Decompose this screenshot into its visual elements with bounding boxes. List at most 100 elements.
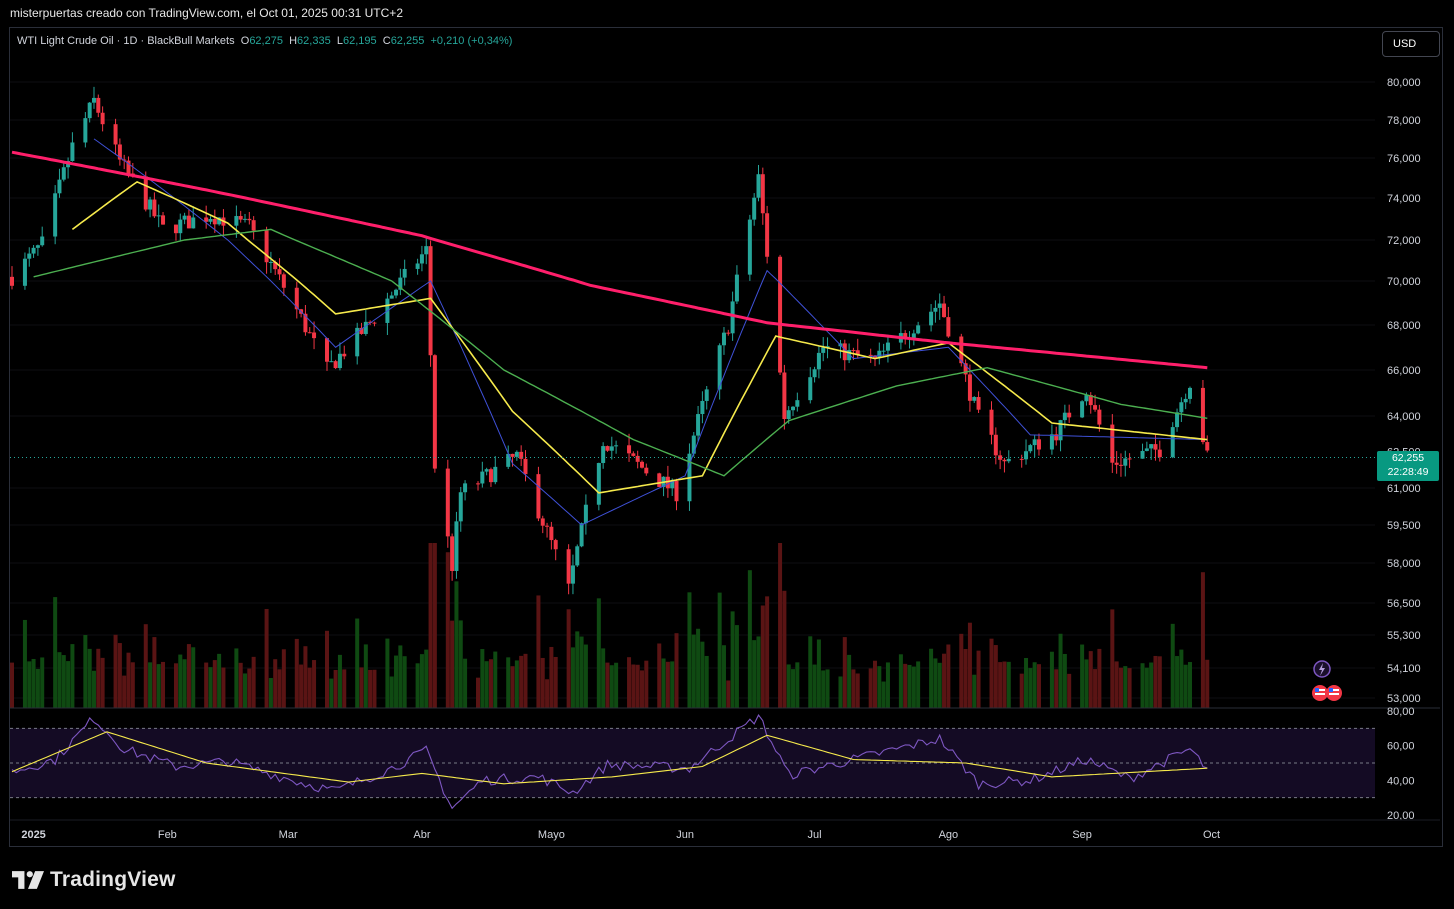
volume-bar	[454, 581, 459, 708]
volume-bar	[855, 673, 860, 708]
candle-body	[993, 434, 998, 456]
candle-body	[519, 451, 524, 459]
volume-bar	[506, 657, 511, 708]
volume-bar	[907, 664, 912, 708]
volume-bar	[342, 669, 347, 708]
currency-button[interactable]: USD	[1382, 31, 1440, 57]
volume-bar	[993, 645, 998, 708]
candle-body	[601, 446, 606, 464]
candle-body	[670, 480, 675, 489]
candle-body	[1036, 439, 1041, 450]
volume-bar	[277, 669, 282, 708]
volume-bar	[130, 662, 135, 708]
candle-body	[268, 261, 273, 263]
candle-body	[605, 446, 610, 451]
candle-body	[963, 363, 968, 375]
candle-body	[959, 336, 964, 364]
time-tick-label: Jul	[808, 829, 822, 841]
volume-bar	[963, 649, 968, 708]
candle-body	[674, 480, 679, 502]
candle-body	[156, 215, 161, 217]
volume-bar	[1084, 659, 1089, 708]
volume-bar	[752, 640, 757, 708]
volume-bar	[1118, 667, 1123, 708]
time-tick-label: 2025	[21, 829, 45, 841]
moving-average-green	[33, 228, 1208, 477]
tradingview-logo[interactable]: TradingView	[12, 866, 176, 894]
candle-body	[337, 353, 342, 369]
candle-body	[208, 218, 213, 222]
candle-body	[747, 219, 752, 275]
candle-body	[40, 236, 45, 246]
volume-bar	[143, 624, 148, 708]
candle-body	[281, 274, 286, 288]
candle-body	[1080, 401, 1085, 418]
volume-bar	[156, 664, 161, 708]
candle-body	[812, 369, 817, 378]
volume-bar	[1144, 667, 1149, 708]
candle-body	[247, 218, 252, 221]
volume-bar	[721, 645, 726, 708]
candle-body	[234, 216, 239, 226]
volume-bar	[394, 655, 399, 708]
candle-body	[1019, 458, 1024, 460]
candle-body	[450, 536, 455, 572]
candle-body	[691, 435, 696, 454]
moving-average-magenta	[11, 150, 1208, 370]
volume-bar	[1058, 633, 1063, 708]
last-price-badge: 62,255 22:28:49	[1377, 451, 1439, 481]
volume-bar	[337, 654, 342, 708]
high-label: H	[289, 35, 298, 47]
volume-bar	[402, 656, 407, 708]
volume-bar	[570, 647, 575, 708]
candle-body	[454, 521, 459, 572]
volume-bar	[1024, 658, 1029, 708]
volume-bar	[22, 619, 27, 708]
price-tick-label: 80,000	[1387, 77, 1421, 89]
volume-bar	[1019, 673, 1024, 708]
volume-bar	[117, 643, 122, 708]
volume-bar	[929, 648, 934, 708]
candle-body	[363, 321, 368, 334]
candle-body	[855, 350, 860, 355]
volume-bar	[152, 637, 157, 708]
volume-bar	[480, 649, 485, 708]
volume-bar	[795, 662, 800, 708]
volume-bar	[31, 658, 36, 708]
candle-body	[398, 277, 403, 290]
volume-bar	[1067, 673, 1072, 708]
volume-bar	[1187, 662, 1192, 708]
candle-body	[1093, 405, 1098, 410]
volume-bar	[1123, 666, 1128, 708]
price-tick-label: 58,000	[1387, 558, 1421, 570]
volume-bar	[191, 647, 196, 708]
candle-body	[191, 217, 196, 229]
volume-bar	[644, 660, 649, 708]
rsi-line-purple	[11, 714, 1208, 810]
volume-bar	[428, 543, 433, 708]
candle-body	[540, 518, 545, 526]
candle-body	[1170, 427, 1175, 458]
volume-bar	[873, 660, 877, 708]
volume-bar	[10, 662, 14, 708]
candle-body	[877, 350, 882, 358]
candle-body	[307, 332, 312, 334]
volume-bar	[605, 662, 610, 708]
volume-bar	[519, 655, 524, 708]
volume-bar	[959, 633, 964, 708]
volume-bar	[1093, 669, 1098, 708]
candle-body	[83, 118, 88, 143]
volume-bar	[916, 661, 921, 708]
change-value: +0,210 (+0,34%)	[430, 35, 513, 47]
candle-body	[851, 350, 856, 352]
volume-bar	[1153, 655, 1158, 708]
volume-bar	[756, 636, 761, 708]
volume-bar	[838, 676, 843, 708]
low-label: L	[336, 35, 343, 47]
candle-body	[324, 338, 329, 362]
volume-bars	[10, 543, 1210, 708]
volume-bar	[1006, 661, 1011, 708]
moving-average-yellow	[71, 180, 1208, 494]
volume-bar	[778, 543, 783, 708]
